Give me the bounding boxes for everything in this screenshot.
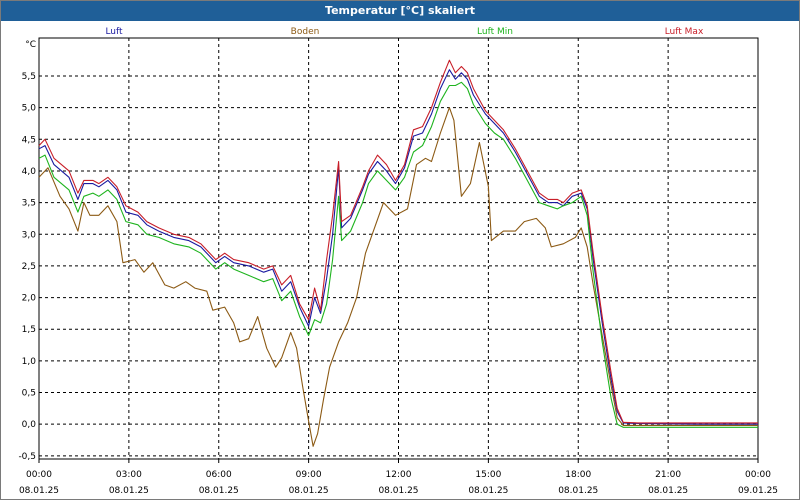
legend-entry-luft-max: Luft Max <box>665 27 704 37</box>
x-tick-time: 21:00 <box>655 470 681 480</box>
x-tick-time: 00:00 <box>26 470 52 480</box>
y-tick-label: 3,0 <box>22 230 37 240</box>
axes: -0,5 0,0 0,5 1,0 1,5 2,0 2,5 3,0 3,5 4,0 4,5 5,0 5,5… <box>18 40 778 496</box>
legend-entry-boden: Boden <box>291 27 320 37</box>
y-tick-label: 4,0 <box>22 167 37 177</box>
x-tick-time: 15:00 <box>475 470 501 480</box>
y-tick-label: 4,5 <box>22 135 36 145</box>
x-tick-date: 08.01.25 <box>199 486 239 496</box>
x-tick-date: 08.01.25 <box>378 486 418 496</box>
y-tick-label: -0,5 <box>18 452 36 462</box>
x-tick-date: 09.01.25 <box>738 486 778 496</box>
x-tick-time: 09:00 <box>296 470 322 480</box>
y-tick-label: 1,5 <box>22 325 36 335</box>
x-tick-date: 08.01.25 <box>19 486 59 496</box>
x-tick-time: 12:00 <box>386 470 412 480</box>
legend: Luft Boden Luft Min Luft Max <box>105 27 704 37</box>
x-tick-time: 03:00 <box>116 470 142 480</box>
series-lines <box>38 59 758 447</box>
chart-title: Temperatur [°C] skaliert <box>1 1 799 21</box>
x-tick-date: 08.01.25 <box>109 486 149 496</box>
x-tick-time: 06:00 <box>206 470 232 480</box>
series-line-luft-max <box>38 59 758 424</box>
y-tick-label: 5,0 <box>22 104 37 114</box>
legend-entry-luft: Luft <box>105 27 123 37</box>
x-tick-date: 08.01.25 <box>558 486 598 496</box>
x-tick-date: 08.01.25 <box>289 486 329 496</box>
grid <box>38 37 759 460</box>
y-tick-label: 3,5 <box>22 199 36 209</box>
x-tick-date: 08.01.25 <box>648 486 688 496</box>
y-axis-unit: °C <box>25 40 36 50</box>
y-tick-label: 5,5 <box>22 72 36 82</box>
y-tick-label: 2,5 <box>22 262 36 272</box>
x-tick-time: 00:00 <box>745 470 771 480</box>
y-tick-label: 0,0 <box>22 420 37 430</box>
y-tick-label: 0,5 <box>22 389 36 399</box>
x-tick-time: 18:00 <box>565 470 591 480</box>
series-line-boden <box>38 107 758 447</box>
y-tick-label: 1,0 <box>22 357 37 367</box>
legend-entry-luft-min: Luft Min <box>477 27 513 37</box>
y-tick-label: 2,0 <box>22 294 37 304</box>
series-line-luft-min <box>38 81 758 428</box>
x-tick-date: 08.01.25 <box>468 486 508 496</box>
series-line-luft <box>38 69 758 425</box>
